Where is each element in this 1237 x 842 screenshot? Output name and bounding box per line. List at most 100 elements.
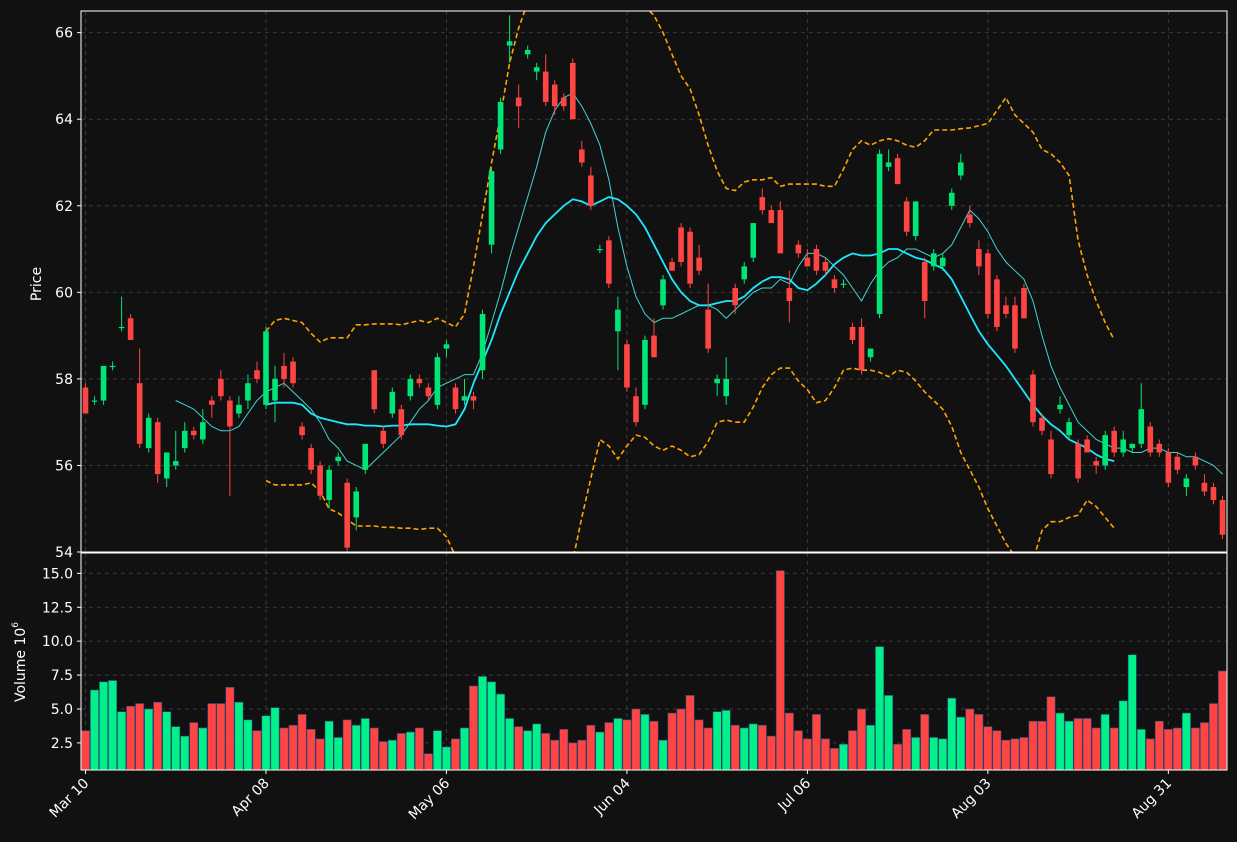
- candle: [1219, 495, 1226, 540]
- candle-body: [569, 62, 576, 120]
- candle: [1102, 430, 1108, 470]
- volume-bars: [81, 570, 1227, 770]
- candle: [876, 149, 883, 319]
- candle: [145, 413, 152, 453]
- candle: [91, 396, 98, 405]
- candle-body: [506, 41, 513, 46]
- slow-moving-average-line: [265, 196, 1115, 462]
- volume-bar: [1019, 737, 1029, 770]
- candle: [1057, 396, 1063, 414]
- candle-body: [1174, 456, 1181, 470]
- volume-bar: [1172, 727, 1182, 770]
- volume-bar: [622, 719, 632, 770]
- candle: [1165, 448, 1172, 488]
- volume-bar: [577, 739, 587, 770]
- volume-bar: [1190, 727, 1200, 770]
- candle-body: [163, 452, 170, 479]
- candle: [317, 461, 323, 501]
- candle-body: [82, 387, 89, 414]
- candle: [939, 253, 946, 271]
- candle-body: [777, 210, 784, 254]
- volume-bar: [369, 727, 379, 770]
- candle-body: [100, 365, 107, 401]
- candle-body: [903, 201, 910, 232]
- candle: [1192, 452, 1199, 470]
- volume-bar: [387, 739, 397, 770]
- candle: [434, 352, 441, 410]
- candle-body: [633, 396, 639, 423]
- candle-body: [678, 227, 684, 263]
- candle-body: [912, 201, 919, 237]
- candle: [172, 430, 179, 470]
- volume-bar: [496, 693, 506, 770]
- volume-bar: [541, 733, 551, 770]
- volume-bar: [992, 730, 1002, 770]
- candle-body: [669, 262, 675, 271]
- volume-bar: [1209, 703, 1218, 770]
- volume-bar: [153, 701, 163, 770]
- candle: [678, 223, 684, 267]
- candle-body: [362, 443, 369, 470]
- volume-bar: [1218, 670, 1227, 770]
- candle-body: [967, 214, 973, 224]
- candle: [245, 374, 251, 410]
- volume-bar: [261, 715, 271, 770]
- candle-body: [154, 422, 161, 475]
- candle: [163, 452, 170, 488]
- candle: [82, 383, 89, 414]
- volume-bar: [604, 722, 614, 770]
- candle-body: [109, 365, 116, 368]
- candle: [479, 309, 486, 379]
- volume-bar: [81, 730, 90, 770]
- price-tick-label: 62: [55, 199, 73, 215]
- candle-body: [497, 101, 504, 150]
- candle: [398, 404, 405, 440]
- candle: [1066, 417, 1072, 440]
- volume-bar: [649, 720, 659, 770]
- volume-bar: [180, 735, 190, 770]
- candle-body: [696, 257, 702, 271]
- candle-body: [281, 365, 287, 379]
- candle: [569, 58, 576, 120]
- candle-body: [533, 67, 540, 72]
- volume-bar: [929, 737, 939, 770]
- volume-bar: [739, 727, 749, 770]
- volume-bar: [189, 722, 199, 770]
- candle-body: [470, 396, 477, 401]
- candle-body: [1030, 374, 1036, 423]
- candle-body: [434, 357, 441, 405]
- volume-bar: [640, 714, 650, 770]
- candle-body: [209, 400, 215, 405]
- candle-body: [344, 482, 350, 548]
- candle-body: [1192, 456, 1199, 466]
- candle-body: [1120, 439, 1127, 453]
- volume-bar: [1064, 720, 1074, 770]
- price-tick-label: 64: [55, 112, 73, 128]
- candle: [389, 387, 396, 418]
- volume-bar: [830, 747, 839, 770]
- candle-body: [885, 162, 892, 167]
- candle: [263, 326, 269, 410]
- candle: [615, 296, 621, 371]
- candle-body: [515, 97, 522, 107]
- candle: [425, 383, 432, 401]
- volume-bar: [902, 729, 912, 770]
- candle-body: [822, 262, 829, 271]
- candle-body: [443, 344, 450, 349]
- candle-body: [1138, 409, 1145, 444]
- candle-body: [930, 253, 937, 267]
- volume-bar: [270, 707, 280, 770]
- volume-bar: [234, 701, 244, 770]
- volume-bar: [766, 735, 776, 770]
- volume-bar: [631, 708, 641, 770]
- volume-panel-frame: [80, 552, 1228, 771]
- candle-body: [1111, 430, 1118, 453]
- volume-bar: [1046, 696, 1056, 770]
- candle-body: [551, 84, 558, 107]
- candle-body: [813, 249, 820, 271]
- candle: [290, 357, 296, 388]
- volume-bar: [595, 731, 605, 770]
- candle: [335, 452, 341, 466]
- candle: [1120, 430, 1127, 457]
- candle: [1084, 435, 1090, 453]
